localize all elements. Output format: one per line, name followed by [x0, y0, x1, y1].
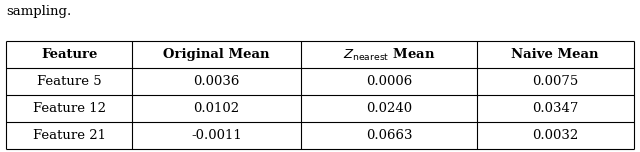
Text: Feature 12: Feature 12 — [33, 102, 106, 115]
Text: 0.0075: 0.0075 — [532, 75, 579, 88]
Text: Feature 5: Feature 5 — [37, 75, 101, 88]
Text: 0.0663: 0.0663 — [365, 129, 412, 142]
Text: 0.0006: 0.0006 — [366, 75, 412, 88]
Text: 0.0240: 0.0240 — [366, 102, 412, 115]
Text: Naive Mean: Naive Mean — [511, 48, 599, 61]
Text: Feature: Feature — [41, 48, 97, 61]
Text: 0.0347: 0.0347 — [532, 102, 579, 115]
Text: Original Mean: Original Mean — [163, 48, 270, 61]
Text: 0.0102: 0.0102 — [193, 102, 239, 115]
Text: Feature 21: Feature 21 — [33, 129, 106, 142]
Text: -0.0011: -0.0011 — [191, 129, 242, 142]
Text: $Z_{\mathrm{nearest}}$ Mean: $Z_{\mathrm{nearest}}$ Mean — [343, 47, 435, 63]
Text: sampling.: sampling. — [6, 5, 72, 18]
Text: 0.0036: 0.0036 — [193, 75, 240, 88]
Text: 0.0032: 0.0032 — [532, 129, 579, 142]
